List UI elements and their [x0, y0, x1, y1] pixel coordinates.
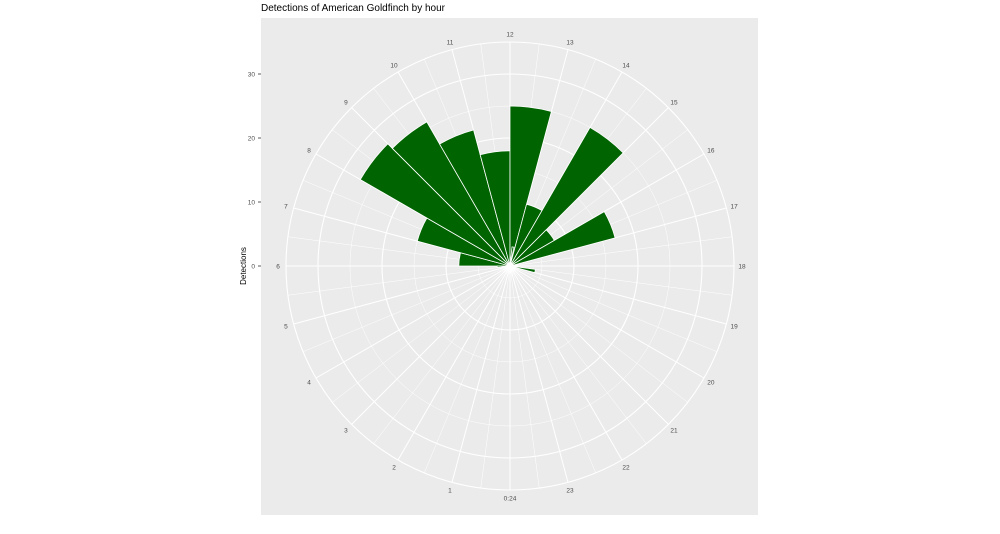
x-tick-label-1: 1	[448, 488, 452, 495]
x-tick-label-16: 16	[707, 148, 715, 155]
bar-minor-5	[496, 265, 511, 268]
x-tick-label-23: 23	[566, 488, 574, 495]
grid-spoke	[509, 265, 569, 483]
grid-spoke	[315, 265, 511, 379]
x-tick-label-4: 4	[307, 380, 311, 387]
x-tick-label-8: 8	[307, 148, 311, 155]
y-tick-label: 10	[248, 200, 256, 207]
x-tick-label-17: 17	[730, 203, 738, 210]
x-tick-label-18: 18	[738, 264, 746, 271]
x-tick-label-22: 22	[622, 464, 630, 471]
x-tick-label-21: 21	[670, 428, 678, 435]
x-tick-label-15: 15	[670, 99, 678, 106]
grid-spoke-minor	[480, 265, 511, 489]
grid-spoke-minor	[373, 265, 511, 444]
grid-spoke-minor	[509, 265, 540, 489]
grid-spoke	[397, 265, 511, 461]
x-tick-label-11: 11	[447, 39, 454, 46]
x-tick-label-20: 20	[707, 380, 715, 387]
x-tick-label-9: 9	[344, 99, 348, 106]
grid-spoke-minor	[509, 265, 596, 474]
bar-hour-10	[439, 129, 511, 267]
grid-spoke-minor	[302, 265, 511, 352]
x-tick-label-19: 19	[730, 324, 738, 331]
y-tick-label: 20	[248, 136, 256, 143]
bar-hour-8	[359, 143, 511, 267]
x-tick-label-14: 14	[622, 63, 630, 70]
grid-spoke	[351, 265, 511, 425]
x-tick-label-0: 0:24	[504, 496, 517, 503]
y-tick-label: 30	[248, 72, 256, 79]
x-tick-label-13: 13	[566, 39, 574, 46]
grid-spoke-minor	[509, 265, 718, 352]
x-ticks: 0:24123456789101112131415161718192021222…	[276, 32, 746, 503]
grid-spoke-minor	[424, 265, 511, 474]
x-tick-label-12: 12	[506, 32, 514, 39]
x-tick-label-2: 2	[392, 464, 396, 471]
bar-minor-12	[509, 246, 515, 267]
grid-spoke-minor	[287, 265, 511, 296]
grid-spoke	[509, 265, 623, 461]
x-tick-label-5: 5	[284, 324, 288, 331]
bar-hour-14	[509, 126, 624, 267]
grid-spoke-minor	[332, 265, 511, 403]
grid-spoke	[509, 265, 727, 325]
bar-hour-9	[391, 121, 511, 267]
x-tick-label-6: 6	[276, 264, 280, 271]
grid-spoke	[451, 265, 511, 483]
bars	[359, 105, 624, 274]
y-tick-label: 0	[251, 264, 255, 271]
grid-spoke-minor	[509, 265, 688, 403]
x-tick-label-7: 7	[284, 203, 288, 210]
bar-hour-16	[509, 211, 616, 267]
bar-minor-18	[509, 265, 536, 274]
grid-spoke-minor	[509, 265, 647, 444]
x-tick-label-10: 10	[390, 63, 398, 70]
grid-spoke	[293, 265, 511, 325]
x-tick-label-3: 3	[344, 428, 348, 435]
y-ticks: 0 10 20 30	[248, 72, 261, 271]
y-axis-label: Detections	[239, 247, 248, 285]
grid-spoke-minor	[509, 236, 733, 267]
grid-spoke-minor	[509, 265, 733, 296]
grid-spoke	[509, 265, 669, 425]
chart-title: Detections of American Goldfinch by hour	[261, 3, 446, 14]
grid-spoke	[509, 265, 705, 379]
